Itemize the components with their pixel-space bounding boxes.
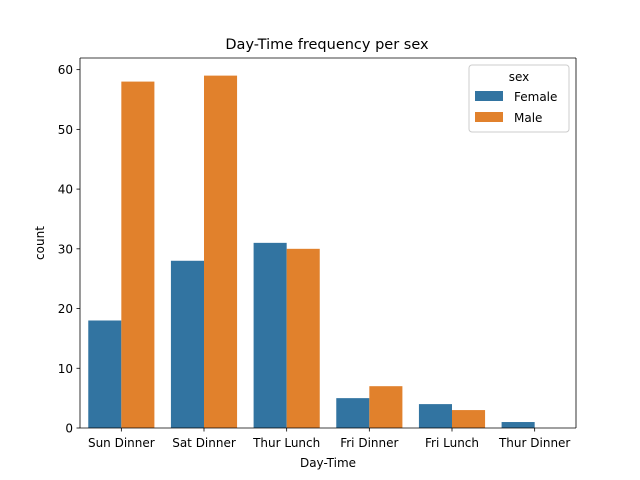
x-tick-label: Fri Lunch <box>425 436 479 450</box>
bar-male-0 <box>121 81 155 428</box>
x-axis-label: Day-Time <box>300 456 356 470</box>
x-ticks: Sun Dinner Sat Dinner Thur Lunch Fri Dinner… <box>88 428 570 450</box>
legend-label-female: Female <box>514 90 557 104</box>
bar-male-3 <box>369 386 403 428</box>
x-tick-label: Sat Dinner <box>172 436 236 450</box>
bar-female-2 <box>253 242 287 428</box>
bar-female-3 <box>336 398 370 428</box>
bar-male-4 <box>452 410 486 428</box>
x-tick-label: Thur Lunch <box>252 436 320 450</box>
bar-male-2 <box>286 248 320 428</box>
y-tick-label: 30 <box>58 242 73 256</box>
y-tick-label: 60 <box>58 63 73 77</box>
y-ticks: 0 10 20 30 40 50 60 <box>58 63 80 436</box>
legend: sex Female Male <box>468 64 570 133</box>
bar-male-1 <box>204 75 238 429</box>
chart-title: Day-Time frequency per sex <box>225 37 429 53</box>
bar-female-0 <box>88 320 122 428</box>
y-tick-label: 0 <box>65 422 73 436</box>
bar-female-4 <box>418 404 452 428</box>
bar-female-5 <box>501 422 535 428</box>
x-tick-label: Sun Dinner <box>88 436 155 450</box>
bar-female-1 <box>170 260 204 428</box>
legend-swatch-male <box>475 112 503 122</box>
x-tick-label: Thur Dinner <box>498 436 570 450</box>
y-tick-label: 50 <box>58 123 73 137</box>
y-tick-label: 10 <box>58 362 73 376</box>
x-tick-label: Fri Dinner <box>340 436 398 450</box>
legend-swatch-female <box>475 91 503 101</box>
y-tick-label: 40 <box>58 183 73 197</box>
bars-group <box>88 75 535 429</box>
y-tick-label: 20 <box>58 302 73 316</box>
axes <box>79 57 577 429</box>
legend-title: sex <box>509 70 530 84</box>
y-axis-label: count <box>33 226 47 260</box>
legend-label-male: Male <box>514 111 542 125</box>
